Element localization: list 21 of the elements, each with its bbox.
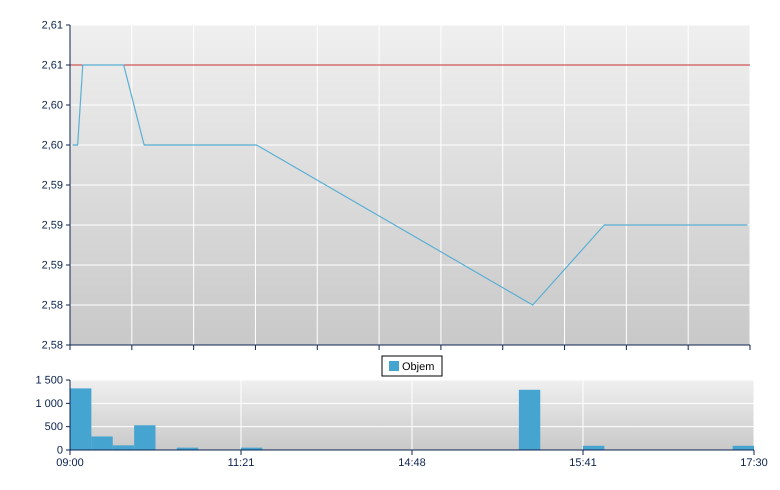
x-tick-label: 14:48 <box>398 456 426 469</box>
x-tick-label: 15:41 <box>569 456 597 469</box>
y-tick-label: 2,59 <box>42 180 63 192</box>
y-tick-label: 2,61 <box>42 60 63 72</box>
y-tick-label: 2,60 <box>42 100 63 112</box>
y-tick-label: 2,59 <box>42 260 63 272</box>
y-tick-label: 2,58 <box>42 340 63 352</box>
y-tick-label: 1 500 <box>35 374 63 387</box>
y-tick-label: 0 <box>56 444 63 457</box>
legend-label: Objem <box>402 361 434 373</box>
bar <box>518 390 540 450</box>
y-tick-label: 2,58 <box>42 300 63 312</box>
y-tick-label: 2,61 <box>42 20 63 32</box>
x-tick-label: 17:30 <box>740 456 768 469</box>
x-tick-label: 09:00 <box>56 456 84 469</box>
line-series <box>72 64 748 306</box>
y-tick-label: 1 000 <box>35 398 63 410</box>
x-tick-label: 11:21 <box>228 456 254 469</box>
y-tick-label: 2,59 <box>42 220 63 232</box>
y-tick-label: 2,60 <box>42 140 63 152</box>
y-tick-label: 500 <box>44 421 63 434</box>
